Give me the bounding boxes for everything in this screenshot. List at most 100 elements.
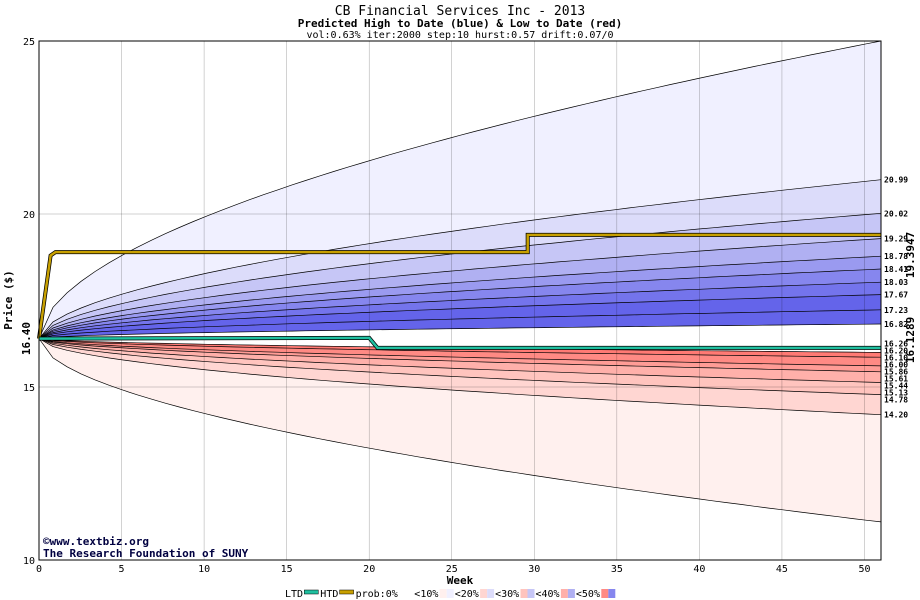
right-label-6: 17.67 <box>884 291 908 300</box>
legend-label-4: <20% <box>455 589 479 600</box>
y-axis-label: Price ($) <box>2 270 15 330</box>
high-band-6 <box>39 282 881 339</box>
low-band-3 <box>39 338 881 372</box>
percentile-curve-16 <box>38 338 882 416</box>
right-label-1: 20.02 <box>884 209 908 218</box>
plot-frame <box>38 40 882 561</box>
right-label-2: 19.29 <box>884 235 908 244</box>
right-label-14: 15.61 <box>884 374 908 383</box>
right-label-18: 14.20 <box>884 411 908 420</box>
legend-swatch-red-6 <box>560 589 568 598</box>
y-tick-label-2: 20 <box>23 210 35 221</box>
x-tick-label-6: 30 <box>528 564 540 575</box>
htd-ltd-series <box>37 232 881 350</box>
right-label-3: 18.78 <box>884 252 908 261</box>
legend-swatch-red-3 <box>439 589 447 598</box>
credit-url: ©www.textbiz.org <box>43 535 149 548</box>
x-tick-label-3: 15 <box>281 564 293 575</box>
right-label-8: 16.82 <box>884 320 908 329</box>
legend-swatch-blue-2 <box>406 589 414 598</box>
percentile-curve-11 <box>38 338 882 358</box>
legend-label-3: <10% <box>414 589 438 600</box>
percentile-curves <box>38 40 882 523</box>
x-tick-label-5: 25 <box>446 564 458 575</box>
htd-line <box>37 233 881 339</box>
percentile-curve-14 <box>38 338 882 383</box>
x-tick-label-4: 20 <box>363 564 375 575</box>
right-label-13: 15.86 <box>884 367 908 376</box>
htd-value-label: 19.3947 <box>904 232 917 278</box>
low-band-4 <box>39 338 881 383</box>
percentile-curve-12 <box>38 338 882 367</box>
percentile-curve-0 <box>38 40 882 339</box>
credit-org: The Research Foundation of SUNY <box>43 547 249 560</box>
x-tick-label-7: 35 <box>611 564 623 575</box>
ltd-value-label: 16.1289 <box>904 317 917 363</box>
high-band-3 <box>39 238 881 339</box>
legend-label-0: LTD <box>285 589 303 600</box>
legend: LTD HTD prob:0% <10% <20% <30% <40% <50% <box>285 589 616 600</box>
legend-swatch-red-4 <box>480 589 488 598</box>
chart-params: vol:0.63% iter:2000 step:10 hurst:0.57 d… <box>306 30 613 41</box>
low-band-6 <box>39 338 881 415</box>
x-axis-label: Week <box>447 574 474 587</box>
percentile-curve-4 <box>38 255 882 339</box>
high-band-5 <box>39 269 881 339</box>
legend-swatch-red-7 <box>601 589 609 598</box>
legend-label-7: <50% <box>576 589 600 600</box>
right-label-5: 18.03 <box>884 278 908 287</box>
high-band-8 <box>39 309 881 339</box>
legend-label-5: <30% <box>495 589 519 600</box>
legend-label-2: prob:0% <box>356 589 398 600</box>
probability-bands <box>39 41 881 522</box>
right-label-16: 15.13 <box>884 388 908 397</box>
legend-swatch-blue-4 <box>487 589 495 598</box>
high-band-4 <box>39 256 881 339</box>
percentile-curve-15 <box>38 338 882 395</box>
legend-swatch-blue-3 <box>446 589 454 598</box>
legend-swatch-red-5 <box>520 589 528 598</box>
legend-swatch-blue-6 <box>567 589 575 598</box>
percentile-curve-1 <box>38 179 882 339</box>
ltd-line <box>38 336 881 350</box>
y-axis-ticks: 10 15 20 25 <box>23 37 35 567</box>
right-label-4: 18.41 <box>884 265 908 274</box>
x-tick-label-10: 50 <box>858 564 870 575</box>
right-label-0: 20.99 <box>884 176 908 185</box>
legend-label-6: <40% <box>536 589 560 600</box>
percentile-curve-6 <box>38 281 882 339</box>
right-label-11: 16.10 <box>884 353 908 362</box>
legend-swatch-red-2 <box>399 589 407 598</box>
y-tick-label-0: 10 <box>23 556 35 567</box>
high-band-7 <box>39 294 881 339</box>
x-tick-label-9: 45 <box>776 564 788 575</box>
legend-swatch-blue-7 <box>608 589 616 598</box>
right-label-12: 16.00 <box>884 360 908 369</box>
chart-title: CB Financial Services Inc - 2013 <box>335 4 585 19</box>
right-percentile-labels: 20.99 20.02 19.29 18.78 18.41 18.03 17.67 17.23… <box>884 176 908 420</box>
percentile-curve-5 <box>38 268 882 339</box>
percentile-curve-8 <box>38 309 882 339</box>
credit: ©www.textbiz.org The Research Foundation… <box>43 535 249 560</box>
x-axis-ticks: 0 5 10 15 20 25 30 35 40 45 50 <box>36 564 871 575</box>
percentile-curve-3 <box>38 238 882 339</box>
x-tick-label-0: 0 <box>36 564 42 575</box>
percentile-curve-13 <box>38 338 882 373</box>
right-label-15: 15.44 <box>884 381 908 390</box>
low-band-1 <box>39 338 881 358</box>
percentile-curve-9 <box>38 323 882 339</box>
y-tick-label-3: 25 <box>23 37 35 48</box>
x-tick-label-2: 10 <box>198 564 210 575</box>
x-tick-label-1: 5 <box>119 564 125 575</box>
right-label-10: 16.20 <box>884 346 908 355</box>
high-band-1 <box>39 179 881 339</box>
legend-swatch-blue-5 <box>527 589 535 598</box>
right-label-17: 14.78 <box>884 395 908 404</box>
low-band-5 <box>39 338 881 395</box>
high-band-2 <box>39 213 881 339</box>
x-tick-label-8: 40 <box>693 564 705 575</box>
y-tick-label-1: 15 <box>23 383 35 394</box>
right-label-7: 17.23 <box>884 306 908 315</box>
low-band-7 <box>39 338 881 522</box>
